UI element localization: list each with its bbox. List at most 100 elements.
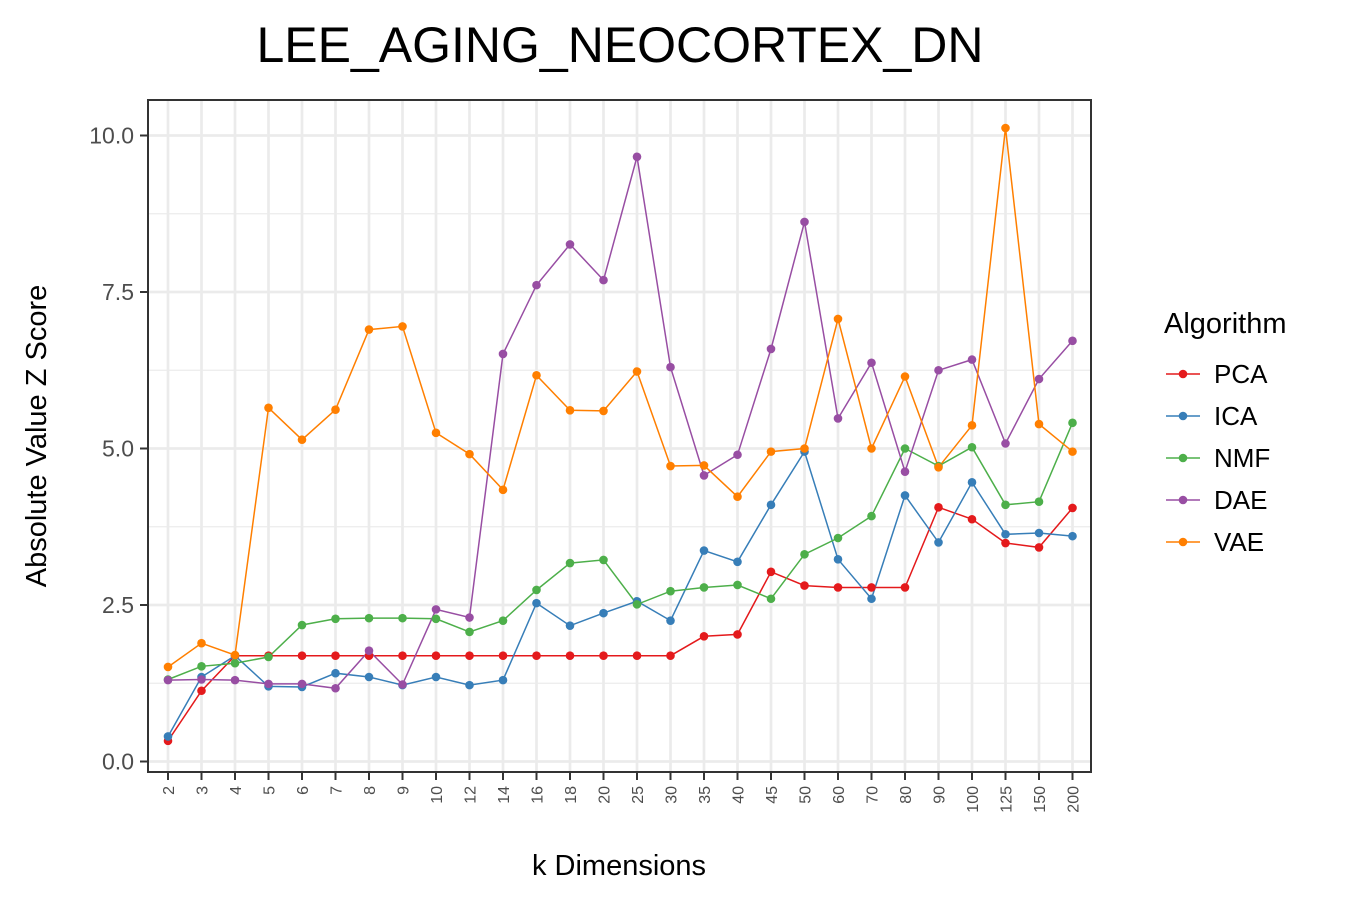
data-point-nmf [297, 620, 307, 630]
data-point-vae [532, 370, 541, 380]
data-point-ica [699, 546, 709, 555]
legend-key-point-dae [1178, 495, 1188, 505]
data-point-nmf [364, 613, 374, 623]
x-tick-label: 8 [362, 786, 379, 795]
data-point-nmf [465, 627, 474, 637]
data-point-vae [632, 367, 642, 376]
data-point-vae [666, 461, 675, 471]
data-point-pca [934, 503, 943, 512]
x-tick-label: 16 [530, 786, 547, 804]
data-point-dae [733, 450, 742, 460]
y-tick-label: 0.0 [102, 749, 134, 775]
legend-key-point-pca [1178, 369, 1188, 379]
data-point-vae [967, 421, 977, 430]
data-point-nmf [331, 614, 340, 624]
legend-label-vae: VAE [1214, 527, 1264, 557]
data-point-vae [465, 449, 474, 459]
x-tick-label: 12 [463, 786, 480, 804]
data-point-dae [498, 349, 508, 359]
data-point-nmf [766, 594, 776, 604]
data-point-dae [163, 675, 173, 685]
legend-key-point-vae [1178, 537, 1188, 547]
x-tick-label: 6 [295, 786, 312, 795]
legend-key-point-nmf [1178, 453, 1188, 463]
data-point-pca [532, 651, 541, 661]
data-point-pca [867, 583, 876, 592]
data-point-ica [934, 538, 943, 547]
data-point-nmf [498, 616, 508, 625]
legend: PCA ICA NMF DAE VAE [1166, 359, 1270, 557]
data-point-nmf [398, 613, 407, 623]
data-point-dae [431, 605, 441, 614]
data-point-pca [800, 581, 809, 590]
data-point-dae [398, 680, 407, 689]
data-point-pca [331, 651, 340, 661]
data-point-pca [1001, 538, 1010, 548]
data-point-ica [1034, 528, 1044, 538]
y-tick-label: 7.5 [102, 279, 134, 305]
series-line-dae [167, 156, 1074, 690]
data-point-vae [900, 372, 910, 381]
data-point-ica [967, 478, 977, 487]
data-point-nmf [1068, 418, 1077, 428]
data-point-nmf [532, 585, 541, 595]
x-axis-title: k Dimensions [532, 850, 706, 882]
x-tick-label: 70 [865, 786, 882, 804]
data-point-vae [264, 403, 273, 413]
data-point-dae [1001, 439, 1010, 448]
data-point-vae [197, 638, 206, 648]
data-point-nmf [733, 580, 742, 590]
data-point-ica [1001, 529, 1010, 539]
data-point-vae [331, 405, 340, 414]
x-tick-label: 40 [731, 786, 748, 804]
data-point-ica [364, 672, 374, 682]
data-point-dae [766, 344, 776, 354]
x-tick-label: 125 [999, 786, 1016, 813]
data-point-ica [833, 555, 843, 564]
data-point-nmf [1001, 500, 1010, 510]
data-point-pca [766, 567, 776, 577]
x-tick-label: 80 [898, 786, 915, 804]
data-point-dae [264, 679, 273, 689]
data-point-ica [867, 594, 876, 604]
data-point-nmf [699, 583, 709, 592]
data-point-nmf [431, 614, 441, 624]
data-point-dae [565, 240, 575, 249]
data-point-ica [565, 621, 575, 630]
data-point-dae [364, 646, 374, 655]
legend-label-dae: DAE [1214, 485, 1267, 515]
x-tick-label: 200 [1066, 786, 1083, 813]
data-point-ica [331, 668, 340, 678]
data-point-nmf [230, 658, 240, 668]
data-point-nmf [264, 652, 273, 662]
data-point-ica [900, 491, 910, 500]
x-tick-label: 150 [1032, 786, 1049, 813]
x-tick-label: 30 [664, 786, 681, 804]
data-point-pca [565, 651, 575, 661]
x-tick-label: 20 [597, 786, 614, 804]
data-point-pca [632, 651, 642, 661]
x-tick-label: 60 [831, 786, 848, 804]
data-point-ica [532, 598, 541, 608]
data-point-pca [197, 686, 206, 696]
data-point-dae [230, 675, 240, 685]
data-point-nmf [900, 444, 910, 453]
data-point-pca [967, 514, 977, 524]
data-point-ica [431, 672, 441, 682]
data-point-vae [565, 406, 575, 415]
data-point-vae [230, 650, 240, 660]
data-point-vae [498, 485, 508, 495]
series-line-nmf [167, 422, 1074, 681]
x-tick-label: 3 [195, 786, 212, 795]
x-tick-label: 5 [262, 786, 279, 795]
data-point-dae [632, 152, 642, 162]
legend-label-pca: PCA [1214, 359, 1268, 389]
data-point-pca [1068, 503, 1077, 513]
data-point-vae [867, 444, 876, 453]
plot-panel [147, 99, 1092, 773]
data-point-pca [833, 583, 843, 592]
data-point-nmf [632, 600, 642, 609]
data-point-pca [465, 651, 474, 661]
y-tick-label: 2.5 [102, 592, 134, 618]
